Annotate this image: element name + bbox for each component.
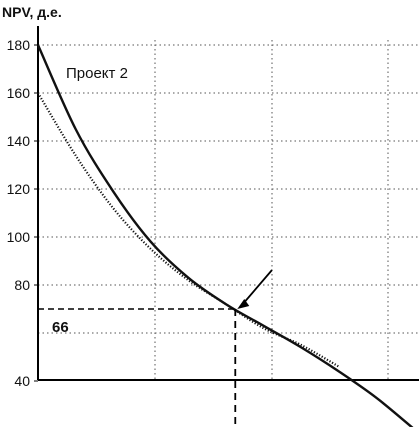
series-line-dotted xyxy=(37,92,340,368)
grid xyxy=(38,40,419,380)
annotations: 66 xyxy=(38,269,273,427)
y-tick-label: 40 xyxy=(14,373,30,389)
series-line-project-2 xyxy=(36,44,414,427)
axes xyxy=(37,26,419,381)
y-tick-label: 160 xyxy=(7,85,31,101)
annotation-label: 66 xyxy=(52,319,69,336)
annotation-arrowhead xyxy=(237,299,250,309)
y-tick-labels: 180 160 140 120 100 80 40 xyxy=(7,37,38,389)
y-tick-label: 140 xyxy=(7,133,31,149)
series-lines xyxy=(36,44,414,427)
series-label-project-2: Проект 2 xyxy=(66,65,128,82)
y-axis-label: NPV, д.е. xyxy=(2,4,62,20)
y-tick-label: 180 xyxy=(7,37,31,53)
y-tick-label: 100 xyxy=(7,229,31,245)
y-tick-label: 80 xyxy=(14,277,30,293)
y-tick-label: 120 xyxy=(7,181,31,197)
